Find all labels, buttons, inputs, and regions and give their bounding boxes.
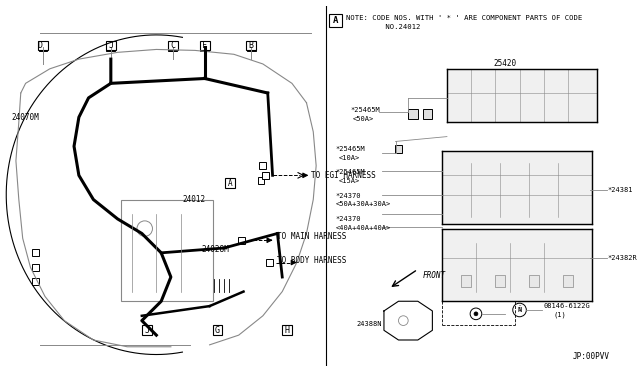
Bar — [422, 109, 433, 119]
Text: *25465M: *25465M — [350, 108, 380, 113]
Text: 24388N: 24388N — [356, 321, 382, 327]
Bar — [329, 14, 618, 16]
Bar — [282, 326, 292, 335]
Text: <50A+30A+30A>: <50A+30A+30A> — [335, 201, 391, 208]
Text: 24070M: 24070M — [11, 113, 39, 122]
Bar — [563, 275, 573, 287]
Text: *25465M: *25465M — [335, 146, 365, 152]
Bar — [238, 237, 245, 244]
Bar — [168, 42, 177, 51]
Bar — [225, 178, 235, 188]
Bar — [38, 41, 48, 51]
Text: <10A>: <10A> — [339, 155, 360, 161]
Bar — [447, 69, 597, 122]
Text: *24370: *24370 — [335, 193, 361, 199]
Bar — [247, 42, 255, 51]
Bar — [495, 275, 505, 287]
Bar — [200, 41, 210, 51]
Bar — [200, 42, 209, 51]
Text: *24382R: *24382R — [608, 255, 637, 261]
Text: B: B — [249, 41, 254, 50]
Text: *24370: *24370 — [335, 216, 361, 222]
Text: <40A+40A+40A>: <40A+40A+40A> — [335, 225, 391, 231]
Bar — [529, 275, 539, 287]
Bar — [262, 172, 269, 179]
Text: J: J — [108, 41, 113, 50]
Bar — [32, 264, 38, 271]
Text: <15A>: <15A> — [339, 178, 360, 184]
Bar — [32, 279, 38, 285]
Text: TO MAIN HARNESS: TO MAIN HARNESS — [277, 232, 347, 241]
Text: NOTE: CODE NOS. WITH ' * ' ARE COMPONENT PARTS OF CODE: NOTE: CODE NOS. WITH ' * ' ARE COMPONENT… — [346, 16, 582, 22]
Text: 24012: 24012 — [182, 195, 205, 204]
Bar — [246, 41, 256, 51]
Bar — [142, 326, 152, 335]
Text: 08146-6122G: 08146-6122G — [544, 303, 591, 309]
Text: 1: 1 — [518, 308, 522, 312]
Text: TO EGI HARNESS: TO EGI HARNESS — [311, 171, 376, 180]
Bar — [408, 109, 418, 119]
Text: H: H — [285, 326, 290, 335]
Text: J: J — [144, 326, 149, 335]
Text: *25465M: *25465M — [335, 169, 365, 176]
Circle shape — [474, 312, 478, 316]
Text: 24028M: 24028M — [202, 246, 230, 254]
Bar — [329, 14, 342, 27]
Text: NO.24012: NO.24012 — [346, 24, 420, 30]
Bar — [120, 199, 212, 301]
Text: TO BODY HARNESS: TO BODY HARNESS — [277, 256, 347, 265]
Text: FRONT: FRONT — [422, 270, 446, 280]
Bar — [442, 229, 592, 301]
Text: G: G — [215, 326, 220, 335]
Bar — [257, 177, 264, 183]
Text: <50A>: <50A> — [353, 116, 374, 122]
Text: A: A — [228, 179, 232, 187]
Bar — [266, 259, 273, 266]
Text: D: D — [38, 41, 43, 50]
Text: *24381: *24381 — [608, 187, 633, 193]
Bar — [395, 145, 403, 153]
Text: (1): (1) — [554, 312, 566, 318]
Text: C: C — [170, 41, 175, 50]
Bar — [259, 162, 266, 169]
Bar — [442, 151, 592, 224]
Bar — [106, 41, 116, 51]
Text: F: F — [202, 41, 207, 50]
Bar — [32, 250, 38, 256]
Text: 25420: 25420 — [493, 60, 516, 68]
Text: A: A — [333, 16, 338, 25]
Bar — [168, 41, 178, 51]
Text: Ñ: Ñ — [517, 307, 522, 313]
Bar — [106, 42, 115, 51]
Bar — [38, 42, 47, 51]
Text: JP:00PVV: JP:00PVV — [573, 352, 610, 361]
Bar — [461, 275, 471, 287]
Bar — [212, 326, 222, 335]
